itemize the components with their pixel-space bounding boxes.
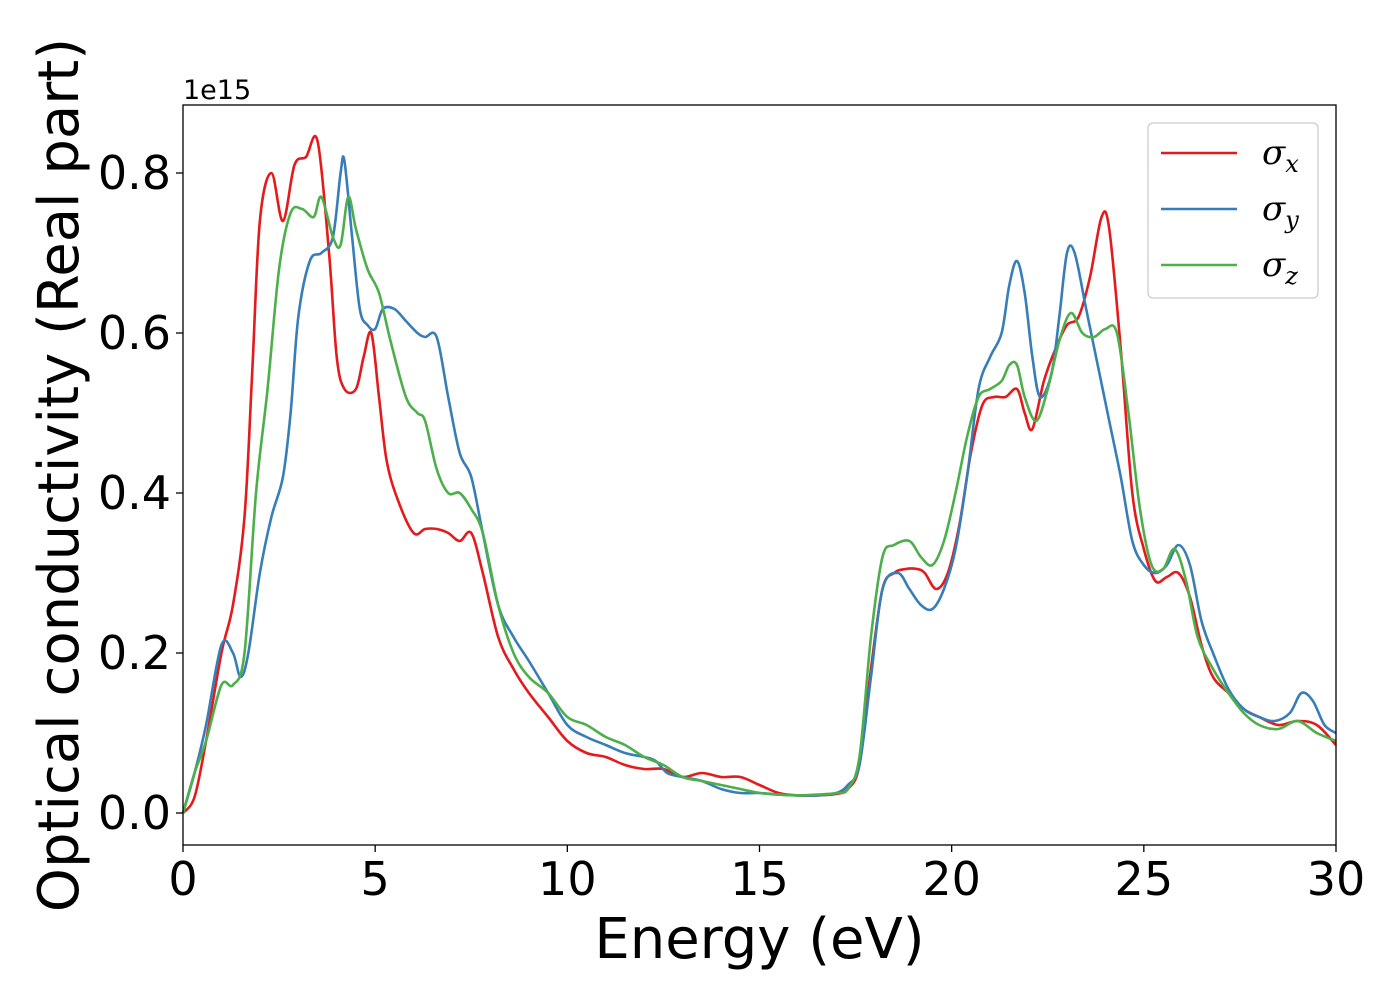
x-tick-label: 10 xyxy=(538,852,597,906)
x-axis-label: Energy (eV) xyxy=(594,907,924,972)
series-line-sigma-z xyxy=(181,195,1337,814)
legend-label-sigma-x: σx xyxy=(1262,133,1299,178)
y-tick-label: 0.4 xyxy=(98,466,171,520)
legend: σx σy σz xyxy=(1147,122,1319,299)
y-tick-label: 0.6 xyxy=(98,306,171,360)
x-tick-label: 20 xyxy=(922,852,981,906)
x-tick-label: 0 xyxy=(168,852,197,906)
y-tick-label: 0.0 xyxy=(98,786,171,840)
series-layer xyxy=(181,134,1337,814)
legend-entries: σx σy σz xyxy=(1161,133,1299,290)
legend-label-sigma-y: σy xyxy=(1262,189,1299,234)
x-tick-label: 5 xyxy=(361,852,390,906)
y-tick-label: 0.2 xyxy=(98,626,171,680)
x-tick-label: 25 xyxy=(1115,852,1174,906)
plot-frame xyxy=(182,104,1337,846)
y-offset-label: 1e15 xyxy=(183,75,251,106)
y-axis-label: Optical conductivity (Real part) xyxy=(27,38,92,912)
legend-box xyxy=(1147,122,1319,299)
y-axis-ticks: 0.0 0.2 0.4 0.6 0.8 xyxy=(98,146,183,840)
legend-label-sigma-z: σz xyxy=(1262,245,1298,290)
x-tick-label: 15 xyxy=(730,852,789,906)
x-axis-ticks: 0 5 10 15 20 25 30 xyxy=(168,845,1365,906)
x-tick-label: 30 xyxy=(1307,852,1366,906)
y-tick-label: 0.8 xyxy=(98,146,171,200)
